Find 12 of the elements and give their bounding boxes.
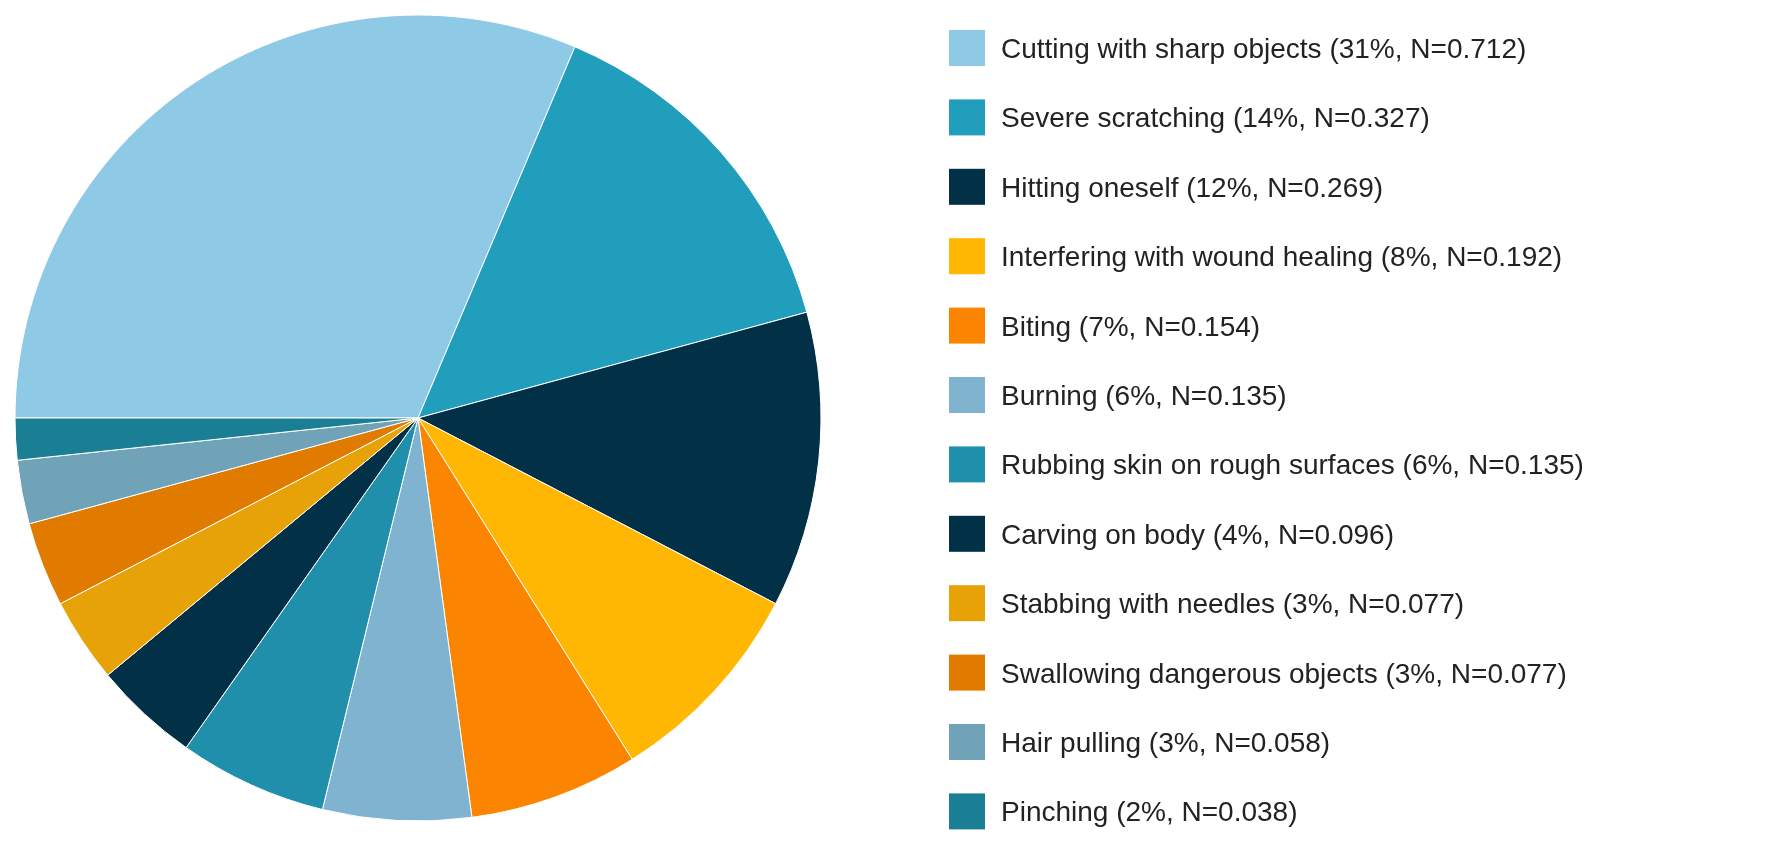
legend-label: Swallowing dangerous objects (3%, N=0.077)	[1001, 657, 1567, 689]
legend-label: Rubbing skin on rough surfaces (6%, N=0.135)	[1001, 449, 1584, 481]
legend-label: Biting (7%, N=0.154)	[1001, 310, 1261, 342]
legend-label: Hair pulling (3%, N=0.058)	[1001, 727, 1331, 758]
legend-label: Cutting with sharp objects (31%, N=0.712)	[1001, 33, 1527, 64]
legend-label: Carving on body (4%, N=0.096)	[1001, 518, 1394, 550]
legend-label: Pinching (2%, N=0.038)	[1001, 796, 1298, 828]
legend-label: Hitting oneself (12%, N=0.269)	[1001, 171, 1384, 203]
legend-label: Interfering with wound healing (8%, N=0.192)	[1001, 241, 1563, 273]
legend-label: Stabbing with needles (3%, N=0.077)	[1001, 588, 1465, 620]
legend-label: Burning (6%, N=0.135)	[1001, 380, 1287, 411]
legend-label: Severe scratching (14%, N=0.327)	[1001, 102, 1430, 134]
